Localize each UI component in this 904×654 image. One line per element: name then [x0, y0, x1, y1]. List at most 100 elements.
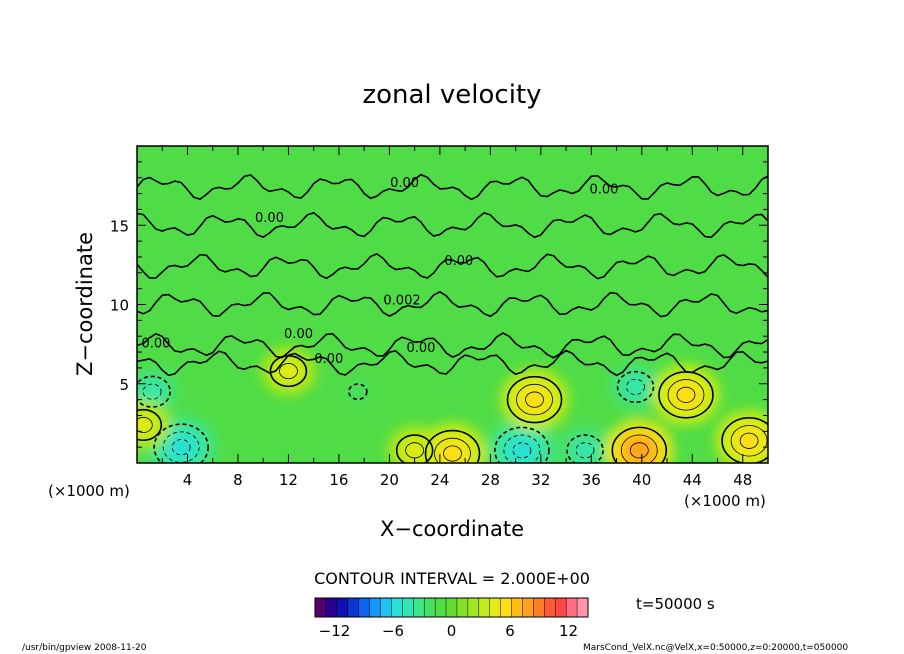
contour-line	[153, 423, 209, 463]
contour-line	[506, 375, 563, 424]
x-tick-label: 12	[279, 471, 298, 489]
contour-label: 0.00	[589, 183, 618, 198]
contour-line	[525, 391, 544, 408]
field-blob	[137, 415, 154, 435]
contour-line	[739, 432, 759, 449]
contour-label: 0.00	[141, 336, 170, 351]
colorbar-frame	[314, 597, 589, 618]
colorbar-cell	[435, 598, 447, 617]
contour-line	[137, 375, 171, 408]
colorbar-cell	[325, 598, 338, 617]
colorbar-cell	[511, 598, 523, 617]
field-blob	[574, 440, 596, 460]
contour-line	[142, 383, 162, 400]
colorbar-tick-label: −6	[382, 622, 404, 640]
contour-line	[279, 363, 298, 380]
contour-line	[516, 383, 553, 416]
zero-contour	[137, 290, 768, 318]
x-unit-right: (×1000 m)	[684, 492, 766, 510]
field-blob	[624, 377, 646, 397]
colorbar-cell	[347, 598, 360, 617]
y-tick-label: 5	[119, 376, 129, 394]
contour-line	[348, 383, 368, 401]
contour-line	[424, 429, 481, 463]
contour-line	[443, 445, 462, 462]
x-tick-label: 36	[582, 471, 601, 489]
contour-line	[395, 434, 434, 463]
contour-line	[512, 442, 532, 459]
contour-line	[171, 439, 191, 456]
colorbar-cell	[380, 598, 392, 617]
colorbar-ticks: −12 −6 0 6 12	[319, 622, 578, 640]
field-blob	[439, 442, 466, 463]
colorbar-cell	[544, 598, 556, 617]
contour-line	[730, 425, 768, 457]
colorbar-cell	[489, 598, 502, 617]
y-axis-ticks: 5 10 15	[110, 145, 768, 464]
colorbar-cell	[402, 598, 414, 617]
colorbar-tick-label: −12	[319, 622, 351, 640]
contour-line	[575, 442, 595, 459]
colorbar-tick-label: 6	[505, 622, 515, 640]
y-tick-label: 10	[110, 297, 129, 315]
contour-label: 0.00	[314, 352, 343, 367]
colorbar-cell	[413, 598, 425, 617]
x-unit-left: (×1000 m)	[48, 482, 130, 500]
zero-contour	[137, 349, 768, 377]
x-axis-label: X−coordinate	[380, 517, 524, 541]
y-axis-label: Z−coordinate	[73, 232, 97, 376]
x-tick-label: 20	[380, 471, 399, 489]
contour-label: 0.00	[284, 327, 313, 342]
x-tick-label: 44	[683, 471, 702, 489]
contour-line	[162, 431, 200, 463]
colorbar-cell	[336, 598, 349, 617]
colorbar-cell	[456, 598, 469, 617]
contour-label: 0.00	[406, 341, 435, 356]
colorbar-cell	[358, 598, 371, 617]
contour-line	[611, 426, 668, 463]
colorbar-cell	[315, 598, 327, 617]
colorbar-cell	[555, 598, 567, 617]
contour-line	[667, 379, 705, 411]
contour-line	[137, 408, 163, 442]
contour-line	[566, 434, 604, 463]
colorbar-cell	[369, 598, 382, 617]
colorbar-cells	[315, 598, 589, 617]
y-tick-label: 15	[110, 217, 129, 235]
colorbar-cell	[533, 598, 545, 617]
colorbar-tick-label: 0	[447, 622, 457, 640]
colorbar: −12 −6 0 6 12	[314, 597, 589, 640]
contour-label: 0.002	[383, 294, 420, 309]
x-axis-ticks: 4 8 12 16 20 24 28 32 36 40 44 48	[136, 146, 769, 489]
time-label: t=50000 s	[636, 595, 715, 613]
colorbar-cell	[566, 598, 578, 617]
colorbar-cell	[522, 598, 534, 617]
colorbar-cell	[391, 598, 403, 617]
x-tick-label: 32	[531, 471, 550, 489]
colorbar-cell	[446, 598, 458, 617]
colorbar-tick-label: 12	[559, 622, 578, 640]
x-tick-label: 40	[632, 471, 651, 489]
contour-line	[494, 426, 550, 463]
colorbar-cell	[467, 598, 480, 617]
contour-label: 0.00	[390, 176, 419, 191]
contour-line	[434, 437, 471, 463]
zero-contour	[137, 211, 768, 239]
contour-interval-text: CONTOUR INTERVAL = 2.000E+00	[314, 569, 590, 588]
zero-contour	[137, 173, 768, 201]
contour-line	[620, 434, 658, 463]
x-tick-label: 4	[183, 471, 193, 489]
contour-line	[629, 442, 649, 459]
x-tick-label: 16	[329, 471, 348, 489]
chart-title: zonal velocity	[362, 80, 541, 110]
contour-line	[626, 378, 645, 395]
x-tick-label: 24	[430, 471, 449, 489]
x-tick-label: 8	[233, 471, 243, 489]
contour-line	[405, 442, 425, 459]
x-tick-label: 48	[733, 471, 752, 489]
contour-lines	[137, 173, 768, 463]
contour-line	[503, 434, 541, 463]
